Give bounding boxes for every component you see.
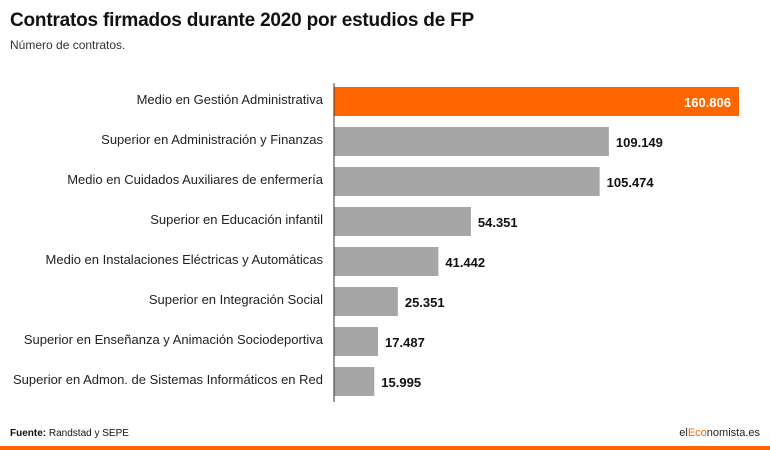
brand-accent: Eco xyxy=(687,427,707,439)
data-label: 109.149 xyxy=(616,135,663,150)
category-label: Superior en Administración y Finanzas xyxy=(101,132,323,147)
bar xyxy=(334,287,398,316)
brand-suffix: nomista.es xyxy=(706,427,760,439)
data-label: 41.442 xyxy=(445,255,485,270)
brand-logo: elEconomista.es xyxy=(679,427,760,439)
category-label: Superior en Educación infantil xyxy=(150,212,323,227)
data-label: 15.995 xyxy=(381,375,421,390)
bar xyxy=(334,247,439,276)
category-label: Superior en Integración Social xyxy=(149,292,323,307)
bar xyxy=(334,327,379,356)
category-label: Superior en Admon. de Sistemas Informáti… xyxy=(13,372,323,387)
data-label: 25.351 xyxy=(405,295,445,310)
category-label: Medio en Gestión Administrativa xyxy=(137,92,324,107)
category-label: Medio en Instalaciones Eléctricas y Auto… xyxy=(46,252,324,267)
data-label: 105.474 xyxy=(607,175,655,190)
category-label: Superior en Enseñanza y Animación Sociod… xyxy=(24,332,324,347)
bar xyxy=(334,367,375,396)
source-text: Randstad y SEPE xyxy=(48,428,129,439)
source-label: Fuente: xyxy=(10,428,47,439)
source-note: Fuente: Randstad y SEPE xyxy=(10,428,129,439)
brand-prefix: el xyxy=(679,427,688,439)
data-label: 160.806 xyxy=(684,95,731,110)
bar-chart: Medio en Gestión Administrativa 160.806 Su… xyxy=(13,83,739,402)
bar xyxy=(334,87,739,116)
data-label: 17.487 xyxy=(385,335,425,350)
chart-subtitle: Número de contratos. xyxy=(10,38,126,52)
bar xyxy=(334,167,600,196)
bottom-rule xyxy=(0,446,770,450)
bar xyxy=(334,207,471,236)
bar xyxy=(334,127,609,156)
category-label: Medio en Cuidados Auxiliares de enfermer… xyxy=(67,172,324,187)
data-label: 54.351 xyxy=(478,215,518,230)
chart-title: Contratos firmados durante 2020 por estu… xyxy=(10,10,475,31)
